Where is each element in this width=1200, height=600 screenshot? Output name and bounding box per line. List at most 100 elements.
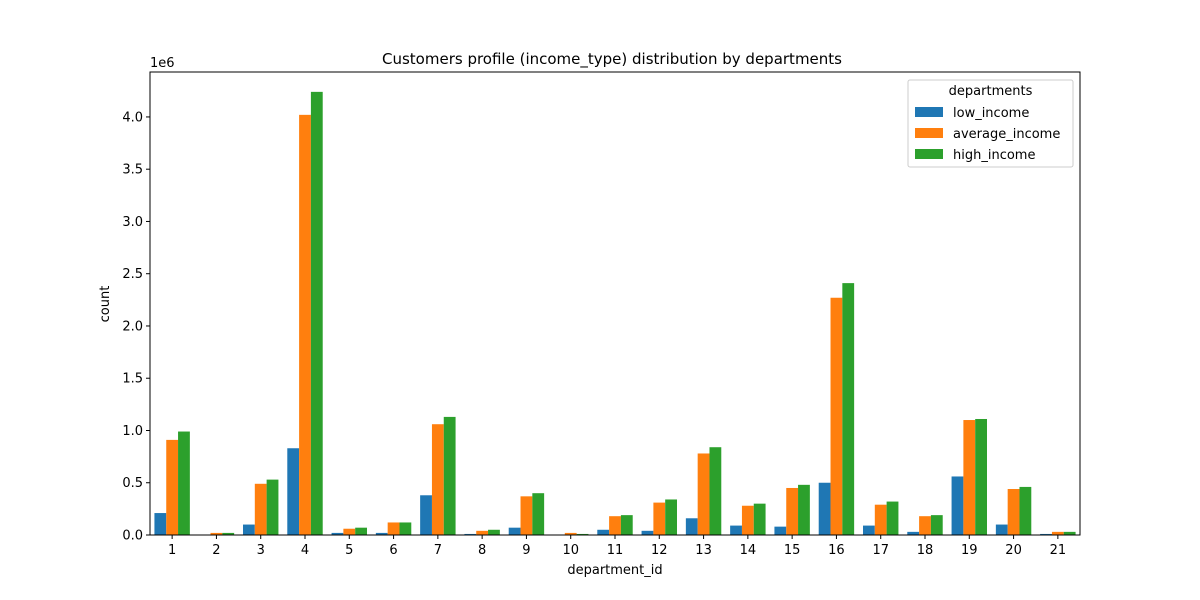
legend-entries: low_income average_income high_income	[915, 106, 1060, 163]
x-tick-label: 2	[212, 543, 220, 558]
y-tick-label: 1.0	[122, 424, 143, 439]
bar-high_income-14	[753, 503, 766, 535]
y-axis-ticks: 0.0 0.5 1.0 1.5 2.0 2.5 3.0 3.5 4.0	[122, 110, 150, 544]
bar-high_income-1	[178, 431, 190, 535]
bar-average_income-6	[387, 522, 400, 535]
bar-high_income-21	[1063, 531, 1076, 535]
plot-area-frame	[149, 71, 1081, 536]
x-tick-label: 21	[1050, 543, 1067, 558]
legend-swatch-high_income	[915, 149, 943, 159]
bar-average_income-12	[653, 502, 666, 535]
bar-low_income-12	[641, 530, 654, 535]
bar-high_income-16	[842, 283, 855, 535]
bar-average_income-2	[210, 532, 223, 535]
bar-high_income-3	[266, 479, 279, 535]
bar-high_income-7	[443, 416, 456, 535]
y-tick-label: 2.0	[122, 319, 143, 334]
bar-low_income-8	[464, 533, 477, 535]
bar-high_income-2	[222, 532, 235, 535]
bar-average_income-8	[476, 530, 489, 535]
x-tick-label: 4	[301, 543, 309, 558]
x-tick-label: 10	[562, 543, 579, 558]
bar-average_income-5	[343, 528, 356, 535]
bar-low_income-14	[730, 525, 742, 535]
y-tick-label: 3.0	[122, 215, 143, 230]
y-tick-label: 4.0	[122, 110, 143, 125]
bar-low_income-3	[243, 524, 255, 535]
y-axis-offset-label: 1e6	[150, 56, 175, 71]
legend-title: departments	[949, 84, 1033, 99]
bar-high_income-12	[665, 499, 677, 535]
bar-high_income-13	[709, 447, 722, 535]
x-tick-label: 7	[434, 543, 442, 558]
bar-high_income-10	[576, 533, 589, 535]
bar-low_income-7	[420, 495, 432, 535]
bar-average_income-16	[830, 297, 843, 535]
x-tick-label: 16	[828, 543, 845, 558]
x-tick-label: 13	[695, 543, 712, 558]
bar-average_income-15	[786, 487, 799, 535]
x-tick-label: 19	[961, 543, 978, 558]
bar-average_income-19	[963, 420, 976, 535]
x-tick-label: 15	[784, 543, 801, 558]
legend-swatch-average_income	[915, 128, 943, 138]
y-tick-label: 2.5	[122, 267, 143, 282]
bar-high_income-9	[532, 493, 545, 535]
bar-average_income-11	[609, 516, 621, 535]
bar-average_income-18	[919, 516, 931, 535]
bar-low_income-18	[907, 531, 920, 535]
bar-high_income-20	[1019, 486, 1032, 535]
bar-low_income-11	[597, 529, 610, 535]
bar-low_income-20	[995, 524, 1008, 535]
y-tick-label: 0.5	[122, 476, 143, 491]
legend-box	[907, 79, 1074, 168]
bar-average_income-10	[564, 532, 577, 535]
x-tick-label: 9	[522, 543, 530, 558]
y-axis-label: count	[98, 286, 113, 323]
x-tick-label: 1	[168, 543, 176, 558]
legend-label-high_income: high_income	[953, 148, 1035, 163]
bar-average_income-9	[520, 496, 533, 535]
bar-high_income-11	[620, 515, 633, 535]
legend-label-low_income: low_income	[953, 106, 1029, 121]
y-tick-label: 1.5	[122, 372, 143, 387]
bar-low_income-21	[1040, 533, 1052, 535]
bar-low_income-5	[331, 532, 344, 535]
x-tick-label: 18	[917, 543, 934, 558]
legend: departments low_income average_incomehigh…	[907, 79, 1074, 168]
x-tick-label: 8	[478, 543, 486, 558]
legend-swatch-low_income	[915, 107, 943, 117]
bar-low_income-17	[863, 525, 875, 535]
bar-low_income-6	[375, 532, 388, 535]
bar-high_income-5	[355, 527, 367, 535]
bar-high_income-4	[310, 91, 323, 536]
bar-low_income-9	[508, 527, 521, 535]
bar-high_income-8	[488, 529, 500, 535]
x-tick-label: 11	[607, 543, 624, 558]
bar-average_income-20	[1007, 489, 1020, 535]
x-tick-label: 6	[389, 543, 397, 558]
bar-low_income-15	[774, 526, 787, 535]
bar-high_income-17	[886, 501, 899, 535]
x-tick-label: 3	[257, 543, 265, 558]
bar-low_income-19	[951, 476, 964, 535]
bar-average_income-17	[874, 504, 887, 535]
bar-high_income-19	[975, 418, 987, 535]
bar-average_income-13	[697, 453, 710, 535]
bar-average_income-1	[166, 439, 179, 535]
bars	[154, 91, 1076, 536]
bar-high_income-15	[798, 484, 810, 535]
bar-low_income-4	[287, 448, 300, 535]
x-tick-label: 5	[345, 543, 353, 558]
bar-average_income-7	[431, 424, 444, 535]
bar-average_income-4	[299, 114, 311, 535]
bar-low_income-13	[685, 518, 698, 535]
bar-high_income-18	[930, 515, 943, 535]
x-tick-label: 17	[872, 543, 889, 558]
bar-high_income-6	[399, 522, 412, 535]
bar-low_income-16	[818, 482, 831, 535]
bar-average_income-3	[254, 483, 267, 535]
x-tick-label: 12	[651, 543, 668, 558]
chart-title: Customers profile (income_type) distribu…	[382, 50, 842, 69]
